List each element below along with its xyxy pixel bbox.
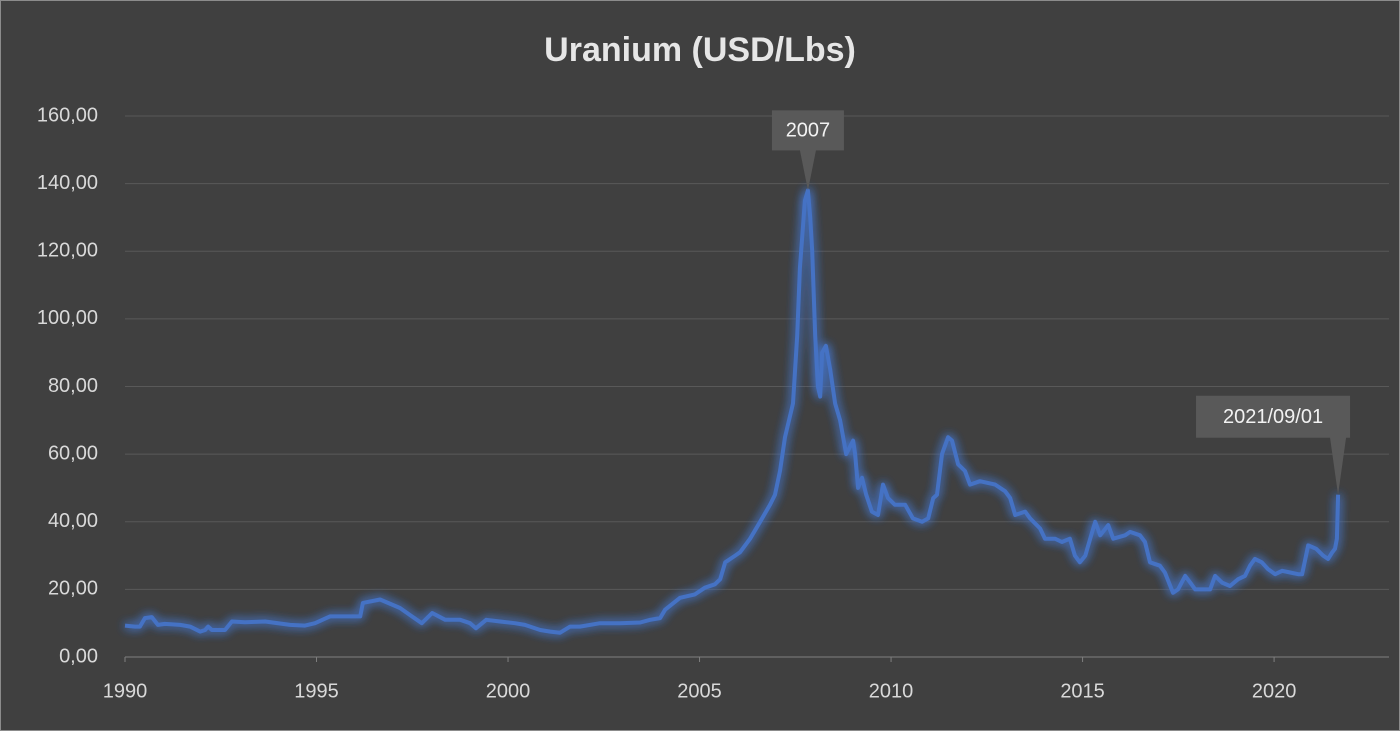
- data-line: [124, 188, 1341, 635]
- y-tick-label: 160,00: [37, 104, 98, 126]
- annotation: 2007: [771, 110, 844, 191]
- annotation-callout: [1196, 395, 1351, 495]
- x-tick-label: 2000: [486, 680, 531, 702]
- y-tick-label: 60,00: [48, 442, 98, 464]
- x-tick-label: 1990: [103, 680, 148, 702]
- x-tick-label: 1995: [294, 680, 339, 702]
- x-tick-label: 2020: [1252, 680, 1297, 702]
- x-tick-label: 2015: [1060, 680, 1105, 702]
- y-tick-label: 20,00: [48, 578, 98, 600]
- y-tick-label: 40,00: [48, 510, 98, 532]
- x-tick-label: 2010: [869, 680, 914, 702]
- x-tick-label: 2005: [677, 680, 722, 702]
- annotation: 2021/09/01: [1196, 395, 1351, 495]
- y-tick-label: 0,00: [59, 645, 98, 667]
- annotation-callout: [771, 110, 844, 191]
- annotation-label: 2007: [786, 120, 831, 142]
- y-tick-label: 140,00: [37, 172, 98, 194]
- y-tick-label: 80,00: [48, 375, 98, 397]
- chart-title: Uranium (USD/Lbs): [544, 31, 856, 69]
- annotation-label: 2021/09/01: [1223, 406, 1323, 428]
- y-tick-label: 120,00: [37, 240, 98, 262]
- y-tick-label: 100,00: [37, 307, 98, 329]
